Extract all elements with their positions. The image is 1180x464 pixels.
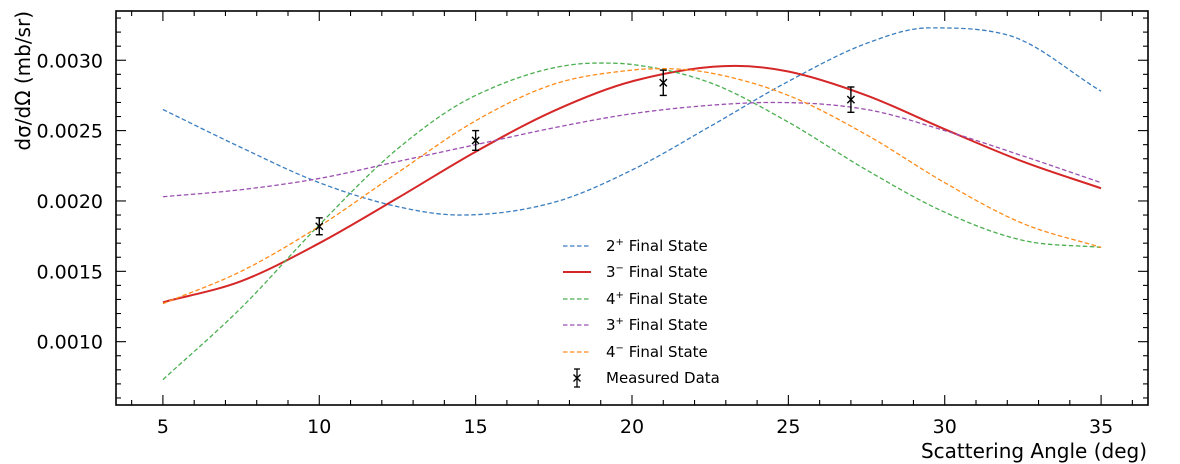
legend-label-rest: Final State <box>624 290 708 308</box>
x-tick-label: 30 <box>933 416 957 438</box>
legend-label-base: 3 <box>606 316 616 334</box>
measured-point <box>846 86 856 114</box>
series-line-2 <box>162 62 1102 381</box>
legend-label-base: 4 <box>606 343 616 361</box>
y-axis-ticks: 0.0010 0.0015 0.0020 0.0025 0.0030 <box>37 17 1148 399</box>
legend-label-base: 2 <box>606 237 616 255</box>
legend-label-base: 4 <box>606 290 616 308</box>
y-tick-label: 0.0030 <box>37 50 103 72</box>
legend-label-4: 4− Final State <box>606 343 708 361</box>
x-tick-label: 10 <box>307 416 331 438</box>
legend-label-measured: Measured Data <box>606 369 720 387</box>
x-tick-label: 20 <box>620 416 644 438</box>
x-axis-label: Scattering Angle (deg) <box>921 439 1147 463</box>
x-tick-label: 35 <box>1089 416 1113 438</box>
legend-swatch-measured <box>573 368 581 388</box>
legend-label-sup: + <box>616 237 624 248</box>
legend-x-marker <box>573 374 581 382</box>
legend-label-sup: − <box>616 343 624 354</box>
legend-label-sup: − <box>616 263 624 274</box>
measured-point <box>315 217 324 236</box>
x-tick-label: 15 <box>464 416 488 438</box>
y-tick-label: 0.0015 <box>37 261 103 283</box>
y-tick-label: 0.0010 <box>37 332 103 354</box>
series-line-3 <box>162 101 1102 198</box>
measured-point <box>471 129 480 152</box>
legend-label-3: 3+ Final State <box>606 316 708 334</box>
legend-label-2: 4+ Final State <box>606 290 708 308</box>
legend-label-rest: Final State <box>624 316 708 334</box>
measured-data-layer <box>315 69 856 236</box>
x-marker <box>315 222 324 231</box>
x-tick-label: 25 <box>776 416 800 438</box>
x-axis-ticks: 5 10 15 20 25 30 35 <box>131 11 1133 438</box>
legend-label-base: 3 <box>606 263 616 281</box>
measured-point <box>659 69 668 97</box>
legend-label-1: 3− Final State <box>606 263 708 281</box>
y-axis-label: dσ/dΩ (mb/sr) <box>11 11 35 151</box>
y-tick-label: 0.0025 <box>37 121 103 143</box>
x-tick-label: 5 <box>157 416 169 438</box>
legend-label-rest: Final State <box>624 343 708 361</box>
legend-label-rest: Final State <box>624 263 708 281</box>
x-marker <box>471 136 480 145</box>
legend-label-sup: + <box>616 316 624 327</box>
x-marker <box>659 78 668 87</box>
legend-label-sup: + <box>616 290 624 301</box>
plot-frame <box>115 10 1149 406</box>
series-line-0 <box>162 27 1102 216</box>
x-marker <box>846 95 856 104</box>
series-line-1 <box>162 64 1102 304</box>
legend-label-0: 2+ Final State <box>606 237 708 255</box>
y-tick-label: 0.0020 <box>37 191 103 213</box>
legend-label-rest: Final State <box>624 237 708 255</box>
